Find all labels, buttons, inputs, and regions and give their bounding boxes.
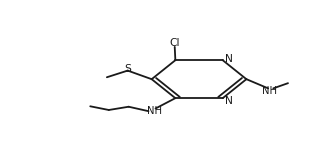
Text: NH: NH [148,106,162,116]
Text: NH: NH [262,86,277,96]
Text: N: N [225,54,233,64]
Text: S: S [124,64,132,74]
Text: Cl: Cl [170,38,180,49]
Text: N: N [225,96,232,106]
